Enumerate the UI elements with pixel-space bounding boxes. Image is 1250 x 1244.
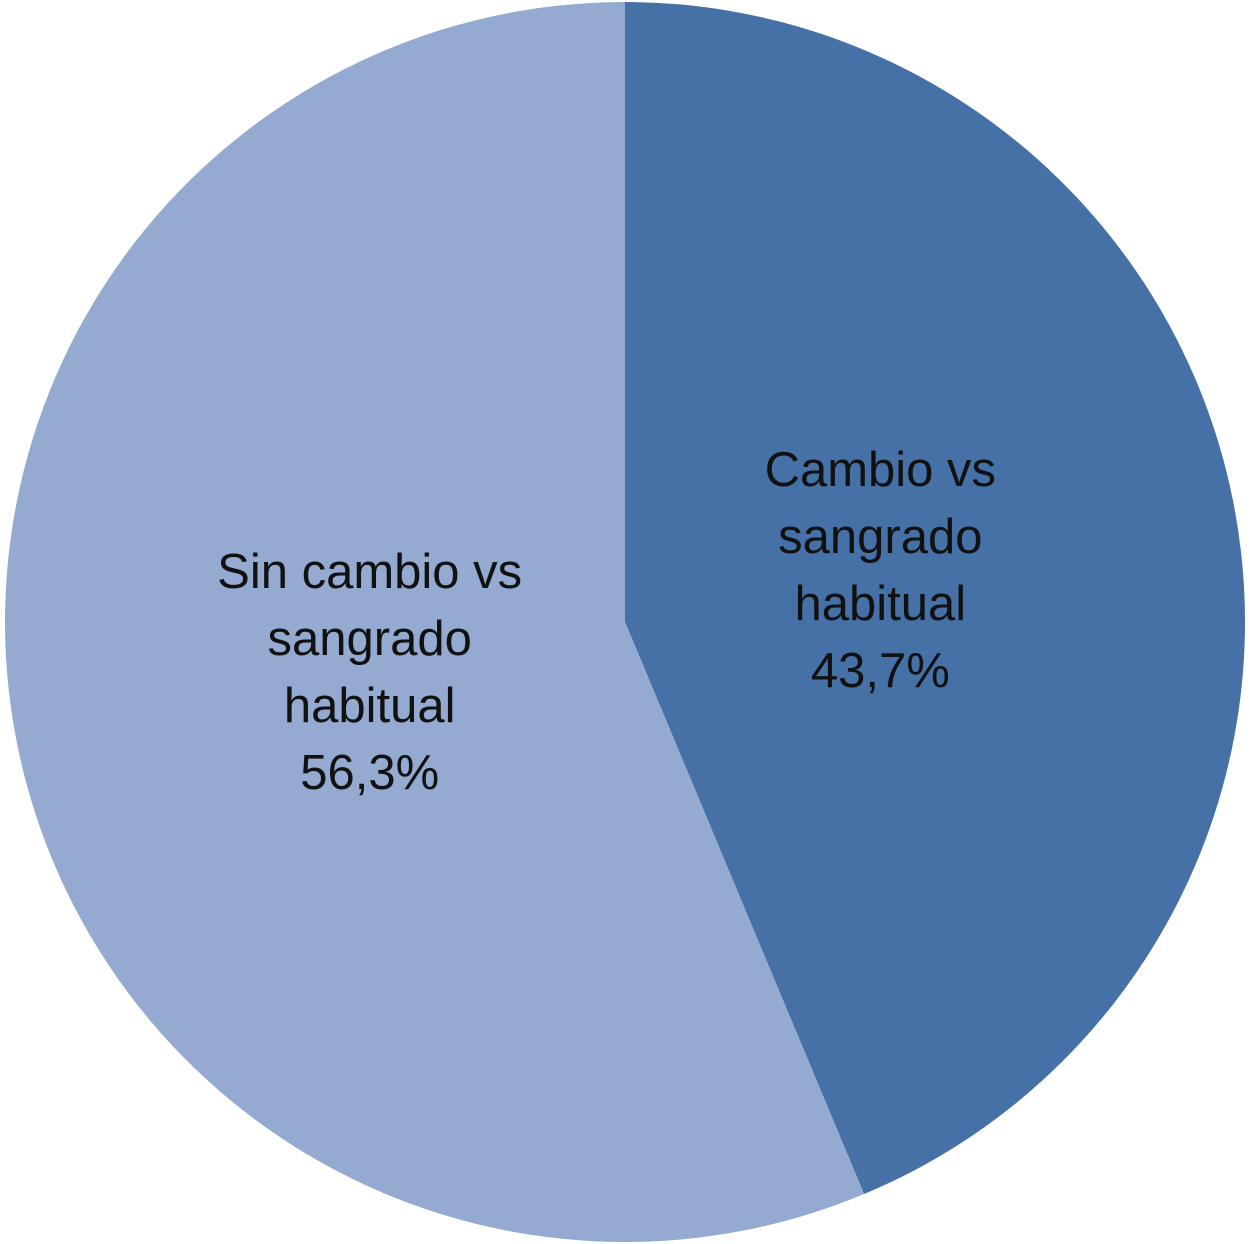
category-label: Sin cambio vs sangrado habitual [217, 545, 523, 734]
category-label: Cambio vs sangrado habitual [764, 442, 997, 631]
value-label: 43,7% [810, 643, 950, 698]
value-label: 56,3% [300, 746, 440, 801]
pie-slice [625, 2, 1245, 1195]
pie-slice [4, 2, 865, 1242]
slice-label: Cambio vs sangrado habitual 43,7% [700, 437, 1060, 705]
slice-label: Sin cambio vs sangrado habitual 56,3% [190, 539, 550, 807]
